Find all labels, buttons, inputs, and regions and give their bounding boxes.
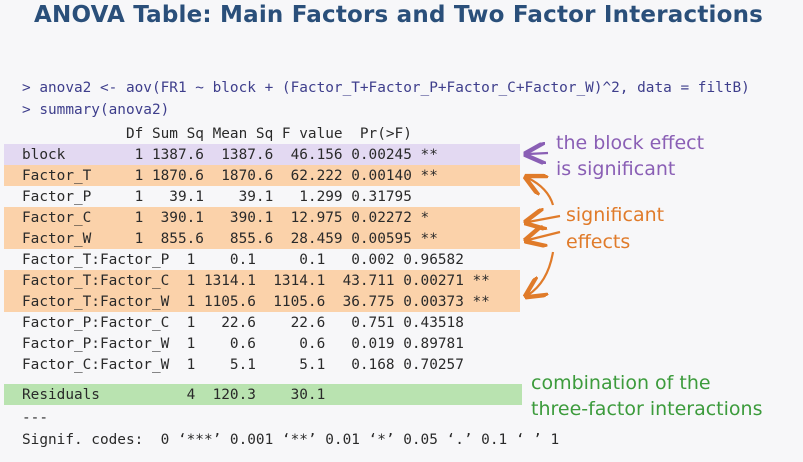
table-row-factor-t-p: Factor_T:Factor_P 1 0.1 0.1 0.002 0.9658… — [22, 252, 490, 268]
arrow-factor-c — [528, 216, 561, 222]
arrow-factor-w — [528, 232, 561, 240]
highlight-factor-w-row — [4, 228, 520, 249]
annotation-block-line2: is significant — [556, 158, 676, 180]
table-separator: --- — [22, 410, 48, 426]
table-row-factor-p-c: Factor_P:Factor_C 1 22.6 22.6 0.751 0.43… — [22, 315, 490, 331]
annotation-block-line1: the block effect — [556, 132, 705, 154]
table-row-block: block 1 1387.6 1387.6 46.156 0.00245 ** — [22, 147, 438, 163]
console-command-aov: > anova2 <- aov(FR1 ~ block + (Factor_T+… — [22, 80, 750, 96]
annotation-residuals-line1: combination of the — [531, 372, 711, 394]
console-command-summary: > summary(anova2) — [22, 102, 170, 118]
table-row-residuals: Residuals 4 120.3 30.1 — [22, 387, 490, 403]
highlight-factor-tc-row — [4, 270, 520, 291]
arrow-factor-t — [528, 178, 555, 206]
signif-codes: Signif. codes: 0 ‘***’ 0.001 ‘**’ 0.01 ‘… — [22, 432, 560, 448]
arrow-interactions — [528, 251, 555, 295]
arrow-block — [528, 153, 549, 154]
table-row-factor-p-w: Factor_P:Factor_W 1 0.6 0.6 0.019 0.8978… — [22, 336, 490, 352]
highlight-residuals-row — [4, 384, 522, 405]
annotation-residuals-line2: three-factor interactions — [531, 398, 763, 420]
highlight-block-row — [4, 144, 520, 165]
table-row-factor-t-w: Factor_T:Factor_W 1 1105.6 1105.6 36.775… — [22, 294, 490, 310]
highlight-factor-t-row — [4, 165, 520, 186]
table-row-factor-p: Factor_P 1 39.1 39.1 1.299 0.31795 — [22, 189, 438, 205]
table-row-factor-t-c: Factor_T:Factor_C 1 1314.1 1314.1 43.711… — [22, 273, 490, 289]
highlight-factor-c-row — [4, 207, 520, 228]
annotation-significant-line2: effects — [566, 231, 631, 253]
highlight-factor-tw-row — [4, 291, 520, 312]
table-row-factor-w: Factor_W 1 855.6 855.6 28.459 0.00595 ** — [22, 231, 438, 247]
table-header: Df Sum Sq Mean Sq F value Pr(>F) — [22, 126, 438, 142]
table-row-factor-t: Factor_T 1 1870.6 1870.6 62.222 0.00140 … — [22, 168, 438, 184]
page-title: ANOVA Table: Main Factors and Two Factor… — [34, 2, 764, 28]
table-row-factor-c-w: Factor_C:Factor_W 1 5.1 5.1 0.168 0.7025… — [22, 357, 490, 373]
table-row-factor-c: Factor_C 1 390.1 390.1 12.975 0.02272 * — [22, 210, 438, 226]
annotation-significant-line1: significant — [566, 204, 665, 226]
